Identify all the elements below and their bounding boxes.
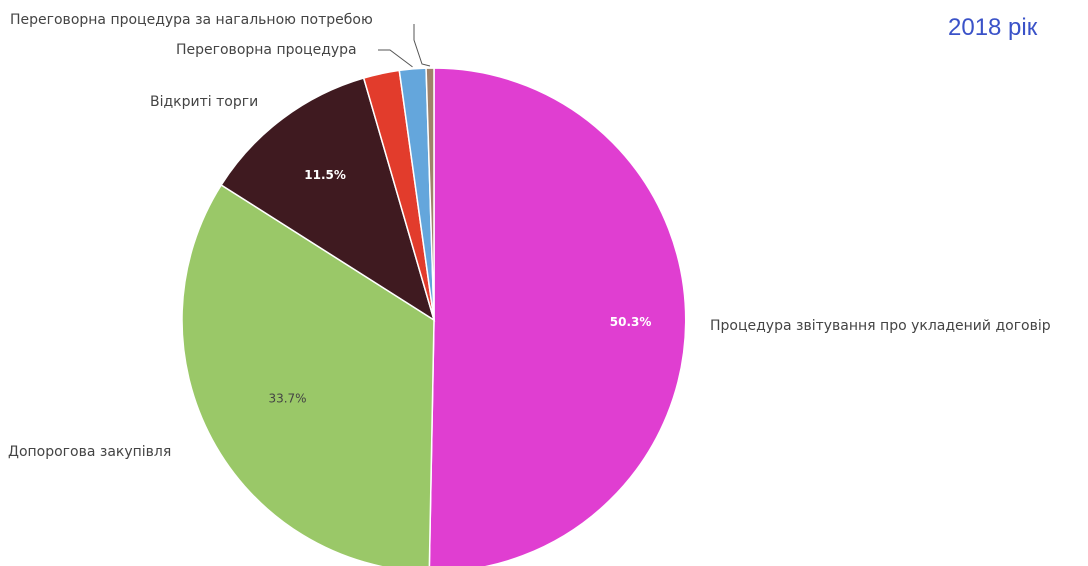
percent-label: 11.5% [304, 168, 346, 182]
percent-label: 33.7% [268, 392, 306, 406]
pie-slices [181, 67, 687, 566]
percent-label: 50.3% [610, 315, 652, 329]
leader-lines [378, 24, 431, 68]
category-label: Процедура звітування про укладений догов… [710, 318, 1051, 334]
category-label: Допорогова закупівля [8, 444, 171, 460]
leader-line [413, 24, 431, 67]
pie-slice [428, 67, 687, 566]
category-label: Відкриті торги [150, 94, 258, 110]
leader-line [378, 49, 413, 68]
category-label: Переговорна процедура за нагальною потре… [10, 12, 373, 28]
category-label: Переговорна процедура [176, 42, 357, 58]
category-labels: Процедура звітування про укладений догов… [8, 12, 1051, 460]
pie-slice [425, 67, 435, 321]
percent-labels: 50.3% 33.7% 11.5% [268, 168, 651, 406]
chart-title: 2018 рік [948, 14, 1038, 41]
